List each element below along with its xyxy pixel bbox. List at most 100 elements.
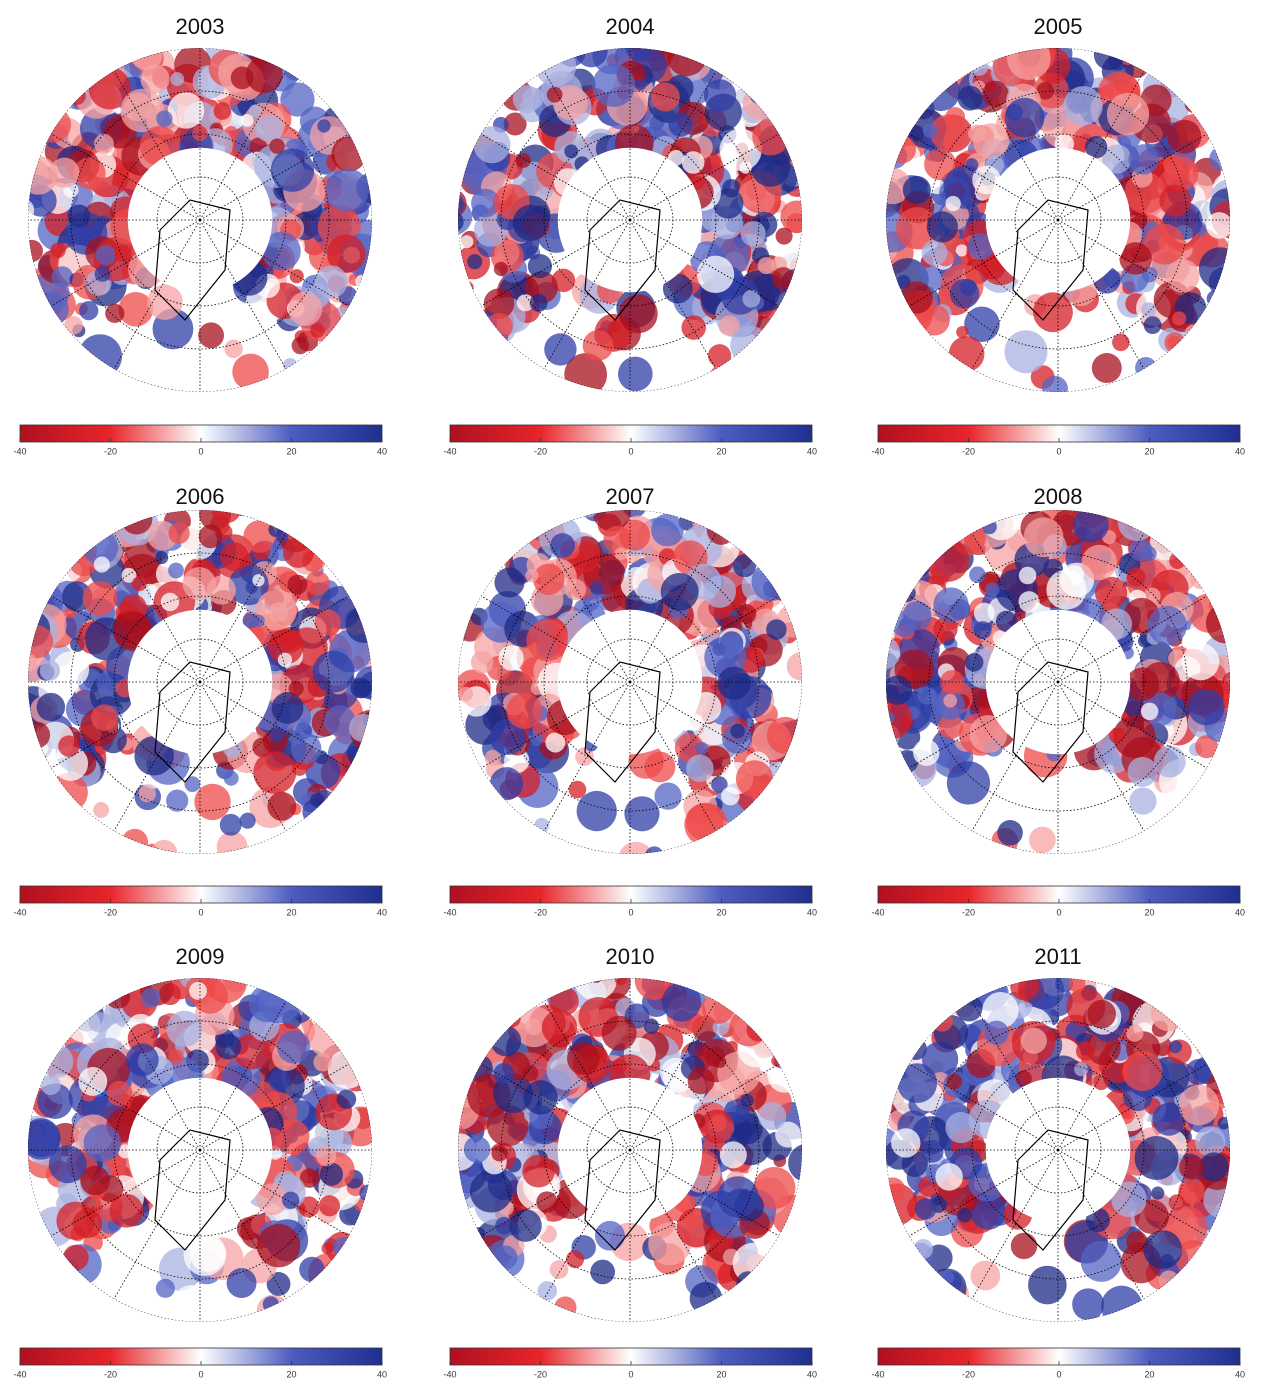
- anomaly-patch: [921, 1140, 944, 1163]
- colorbar-tick-label: -20: [962, 446, 975, 456]
- anomaly-patch: [1169, 1040, 1183, 1054]
- anomaly-patch: [1091, 353, 1122, 384]
- meridian: [629, 70, 717, 221]
- colorbar-tick-label: 0: [1056, 446, 1061, 456]
- anomaly-patch: [554, 1296, 577, 1319]
- anomaly-patch: [634, 978, 674, 1000]
- colorbar-tick-label: 40: [807, 446, 817, 456]
- anomaly-patch: [922, 123, 938, 139]
- meridian: [113, 219, 201, 370]
- anomaly-patch: [957, 1207, 973, 1223]
- anomaly-patch: [147, 284, 183, 320]
- anomaly-patch: [1063, 86, 1103, 126]
- anomaly-patch: [1147, 605, 1187, 646]
- graticule: [70, 90, 330, 350]
- anomaly-patch: [1033, 292, 1073, 333]
- colorbar-tick-label: -20: [534, 1369, 547, 1379]
- greenland: [1012, 199, 1089, 321]
- anomaly-patch: [1004, 330, 1048, 374]
- map: [28, 978, 372, 1322]
- anomaly-patch: [170, 72, 185, 87]
- anomaly-patch: [49, 157, 80, 188]
- anomaly-patch: [40, 1074, 61, 1096]
- anomaly-patch: [1046, 569, 1087, 610]
- anomaly-patch: [166, 789, 189, 812]
- colorbar-tick-label: 0: [628, 446, 633, 456]
- colorbar-tick-label: 40: [377, 1369, 387, 1379]
- anomaly-patch: [503, 112, 527, 136]
- anomaly-patch: [134, 735, 174, 776]
- anomaly-patch: [1152, 1102, 1186, 1136]
- anomaly-patch: [28, 1118, 61, 1157]
- graticule: [543, 595, 717, 769]
- colorbar-tick-label: -20: [534, 446, 547, 456]
- colorbar-tick-label: -40: [13, 1369, 26, 1379]
- anomaly-patch: [913, 1239, 934, 1259]
- graticule: [70, 552, 330, 812]
- anomaly-patch: [1206, 290, 1224, 308]
- anomaly-patch: [118, 291, 154, 327]
- anomaly-patch: [1205, 212, 1230, 239]
- anomaly-patch: [618, 294, 658, 334]
- anomaly-patch: [1068, 978, 1086, 993]
- anomaly-patch: [614, 978, 628, 986]
- anomaly-patch: [895, 207, 939, 250]
- anomaly-patch: [566, 1250, 585, 1269]
- anomaly-patch: [226, 1268, 257, 1298]
- anomaly-patch: [120, 510, 153, 535]
- anomaly-patch: [970, 1194, 1007, 1230]
- anomaly-patch: [327, 1049, 367, 1089]
- meridian: [971, 681, 1059, 832]
- anomaly-patch: [28, 625, 54, 659]
- anomaly-patch: [216, 831, 248, 854]
- anomaly-patch: [82, 580, 118, 616]
- anomaly-patch: [198, 322, 224, 349]
- meridian: [971, 219, 1059, 370]
- anomaly-patch: [275, 529, 289, 543]
- anomaly-patch: [223, 770, 239, 786]
- anomaly-patch: [946, 761, 991, 805]
- anomaly-patch: [506, 692, 543, 729]
- anomaly-patch: [948, 336, 985, 372]
- map: [886, 48, 1230, 392]
- anomaly-patch: [886, 167, 911, 205]
- anomaly-patch: [525, 271, 558, 304]
- anomaly-patch: [277, 1030, 311, 1064]
- meridian: [199, 1149, 350, 1237]
- anomaly-patch: [156, 110, 173, 127]
- greenland: [154, 1129, 231, 1251]
- anomaly-patch: [106, 1080, 133, 1107]
- anomaly-patch: [234, 1033, 271, 1070]
- graticule: [971, 1063, 1145, 1237]
- anomaly-patch: [95, 245, 116, 266]
- anomaly-patch: [1099, 85, 1114, 100]
- anomaly-patch: [120, 88, 165, 133]
- anomaly-patch: [529, 293, 548, 312]
- meridian: [629, 681, 717, 832]
- meridian: [1057, 1149, 1208, 1237]
- anomaly-patch: [91, 704, 118, 731]
- anomaly-patch: [933, 617, 958, 642]
- anomaly-patch: [719, 128, 762, 172]
- anomaly-patch: [592, 510, 631, 532]
- anomaly-patch: [463, 1135, 491, 1163]
- anomaly-patch: [530, 733, 544, 746]
- anomaly-patch: [1018, 591, 1040, 613]
- anomaly-patch: [733, 554, 757, 578]
- graticule: [928, 1020, 1188, 1280]
- graticule: [113, 595, 287, 769]
- anomaly-patch: [964, 653, 984, 672]
- anomaly-patch: [489, 718, 526, 756]
- anomaly-patch: [28, 721, 51, 749]
- anomaly-patch: [575, 48, 608, 68]
- colorbar-tick-label: 20: [1144, 907, 1154, 917]
- anomaly-patch: [674, 733, 704, 763]
- anomaly-patch: [917, 686, 937, 705]
- meridian: [199, 70, 287, 221]
- graticule: [70, 1020, 330, 1280]
- anomaly-patch: [210, 510, 242, 524]
- anomaly-patch: [982, 80, 1009, 107]
- anomaly-patch: [359, 1184, 372, 1202]
- panel: 2006 -40 -20 0 20 40: [13, 484, 387, 918]
- anomaly-patch: [711, 776, 728, 793]
